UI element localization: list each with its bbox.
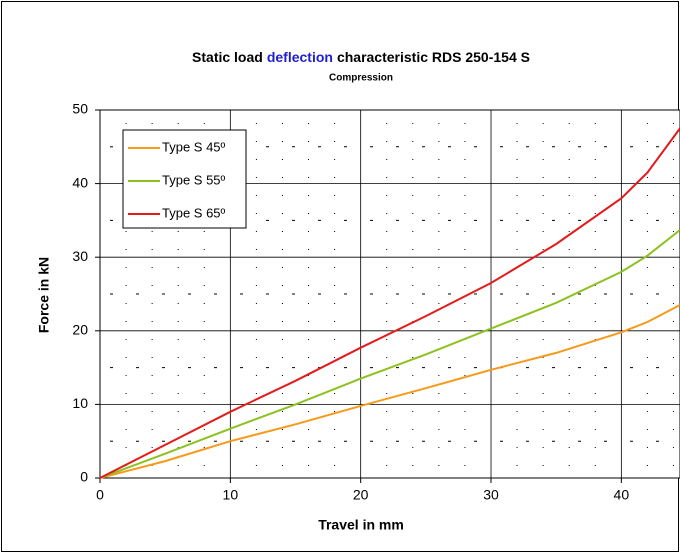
x-tick-label: 40 <box>614 487 630 503</box>
y-tick-label: 40 <box>72 174 88 190</box>
x-tick-label: 0 <box>96 487 104 503</box>
legend-box <box>122 129 247 229</box>
title-part: characteristic RDS 250-154 S <box>337 49 530 65</box>
x-tick-label: 30 <box>483 487 499 503</box>
series-line <box>99 304 680 479</box>
legend-label: Type S 65º <box>162 205 226 220</box>
chart-subtitle: Compression <box>329 73 393 84</box>
series-line <box>99 127 680 479</box>
y-tick-label: 30 <box>72 248 88 264</box>
legend-label: Type S 45º <box>162 139 226 154</box>
title-part: deflection <box>267 49 333 65</box>
x-axis-label: Travel in mm <box>318 517 404 533</box>
title-part: Static load <box>192 49 263 65</box>
series-line <box>99 229 680 479</box>
legend-label: Type S 55º <box>162 172 226 187</box>
y-tick-label: 50 <box>72 101 88 117</box>
chart-title: Static load deflection characteristic RDS … <box>192 49 530 65</box>
y-tick-label: 10 <box>72 395 88 411</box>
y-tick-label: 0 <box>80 469 88 485</box>
x-tick-label: 20 <box>353 487 369 503</box>
x-tick-label: 10 <box>223 487 239 503</box>
y-tick-label: 20 <box>72 322 88 338</box>
y-axis-label: Force in kN <box>36 257 52 333</box>
